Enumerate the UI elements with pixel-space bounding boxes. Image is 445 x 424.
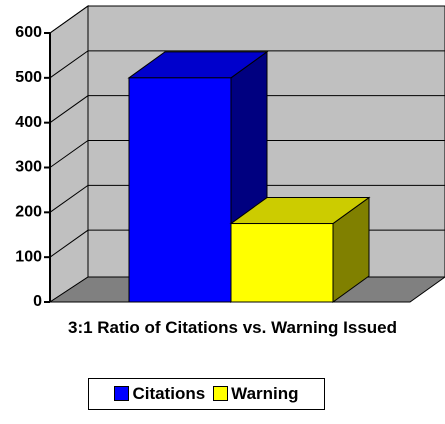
legend-item: Warning (213, 384, 299, 404)
bar-front (230, 223, 334, 303)
bar-front (128, 77, 232, 303)
legend: Citations Warning (88, 378, 325, 410)
legend-item: Citations (114, 384, 205, 404)
grid-line (49, 5, 445, 34)
grid-line (49, 184, 445, 213)
y-tick-label: 200 (15, 204, 42, 221)
legend-key (114, 386, 130, 401)
grid-segment (49, 50, 445, 79)
grid-segment (49, 5, 445, 34)
grid-segment (49, 95, 445, 124)
y-tick-label: 0 (33, 293, 42, 310)
grid-segment (49, 184, 445, 213)
y-tick-label: 500 (15, 69, 42, 86)
y-tick-label: 100 (15, 248, 42, 265)
legend-label: Citations (132, 384, 206, 403)
grid-line (49, 50, 445, 79)
x-axis-label: 3:1 Ratio of Citations vs. Warning Issue… (67, 318, 398, 337)
y-tick-label: 300 (15, 159, 42, 176)
bar (229, 196, 371, 303)
y-tick-label: 400 (15, 114, 42, 131)
grid-line (49, 140, 445, 168)
grid-segment (49, 140, 445, 168)
bar (127, 50, 269, 303)
legend-label: Warning (231, 384, 299, 403)
y-tick-label: 600 (15, 24, 42, 41)
legend-key (213, 386, 229, 401)
grid-line (49, 95, 445, 124)
